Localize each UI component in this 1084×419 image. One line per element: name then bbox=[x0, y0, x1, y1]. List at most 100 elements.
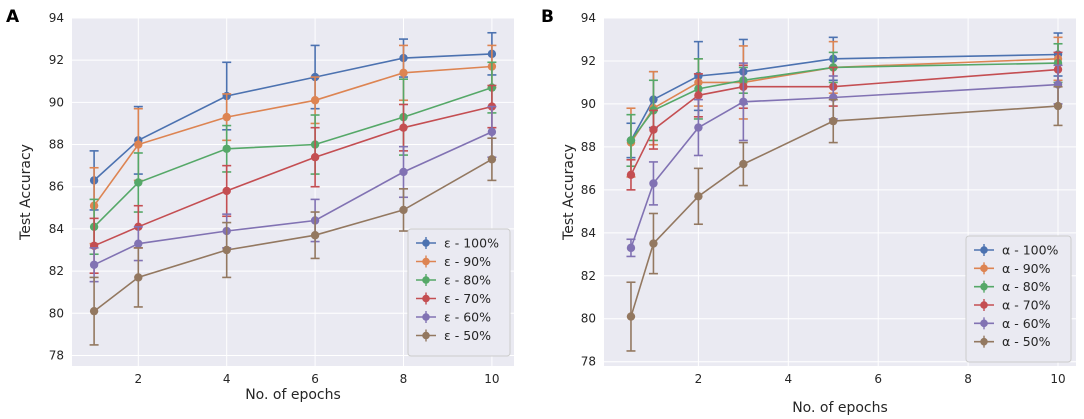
panel-a-data-point bbox=[310, 231, 320, 240]
panel-b-y-tick-label: 86 bbox=[581, 183, 596, 197]
panel-b-y-tick-label: 88 bbox=[581, 140, 596, 154]
panel-b-legend-marker bbox=[980, 301, 988, 309]
panel-b-x-tick-label: 8 bbox=[964, 372, 972, 386]
panel-a-legend-label: ε - 100% bbox=[444, 236, 499, 251]
panel-a-legend-label: ε - 90% bbox=[444, 254, 491, 269]
panel-b-y-ticks: 78 80 82 84 86 88 90 92 94 bbox=[581, 11, 596, 369]
panel-a-legend-label: ε - 80% bbox=[444, 273, 491, 288]
panel-a-x-tick-label: 2 bbox=[134, 372, 142, 386]
panel-a-data-point bbox=[134, 140, 143, 149]
panel-b-legend-box bbox=[965, 235, 1072, 363]
panel-b-data-point bbox=[649, 239, 658, 248]
panel-a-x-tick-label: 6 bbox=[311, 372, 319, 386]
panel-b-y-axis-label: Test Accuracy bbox=[561, 144, 577, 241]
panel-b-legend-marker bbox=[980, 337, 988, 346]
panel-a-data-point bbox=[310, 96, 320, 105]
panel-b-y-tick-label: 82 bbox=[581, 269, 596, 283]
panel-a-legend-marker bbox=[422, 313, 430, 321]
panel-b-legend: α - 100% α - 90% α - 80% α - 70% α - 60% α - … bbox=[965, 235, 1072, 363]
panel-b-x-tick-label: 10 bbox=[1050, 372, 1065, 386]
panel-a-legend-marker bbox=[422, 294, 430, 303]
panel-b-legend-label: α - 70% bbox=[1002, 298, 1051, 313]
panel-b-data-point bbox=[626, 136, 636, 145]
panel-a-x-tick-label: 10 bbox=[484, 372, 499, 386]
panel-b-y-tick-label: 92 bbox=[581, 54, 596, 68]
panel-a-y-tick-label: 80 bbox=[49, 306, 64, 320]
panel-a-data-point bbox=[134, 273, 143, 282]
panel-a-series-line bbox=[93, 53, 492, 181]
panel-a-x-axis-label: No. of epochs bbox=[245, 387, 341, 403]
panel-b-data-point bbox=[694, 123, 703, 132]
panel-b-data-point bbox=[739, 159, 748, 169]
panel-b-legend-marker bbox=[980, 246, 988, 254]
panel-b-legend-marker bbox=[980, 264, 988, 273]
panel-b-legend-label: α - 50% bbox=[1002, 334, 1051, 349]
panel-b-y-tick-label: 78 bbox=[581, 355, 596, 369]
panel-b-legend-marker bbox=[980, 282, 988, 291]
panel-b-series-line bbox=[630, 68, 1059, 176]
panel-a-legend-label: ε - 60% bbox=[444, 310, 491, 325]
panel-a-y-ticks: 78 80 82 84 86 88 90 92 94 bbox=[49, 11, 64, 362]
panel-a-x-tick-label: 8 bbox=[400, 372, 408, 386]
panel-a-series-5 bbox=[89, 137, 497, 346]
panel-a-data-point bbox=[399, 123, 408, 132]
panel-b-series-5 bbox=[626, 85, 1063, 352]
panel-b-data-point bbox=[649, 125, 658, 134]
panel-a-legend-label: ε - 50% bbox=[444, 328, 491, 343]
panel-a-series-line bbox=[93, 131, 493, 266]
panel-b: B 78 80 82 84 86 88 90 92 94 2 4 6 8 10 No. of epoch… bbox=[541, 7, 1076, 416]
panel-b-data-point bbox=[626, 243, 636, 253]
panel-a-series bbox=[89, 31, 497, 346]
panel-b-data-point bbox=[739, 97, 748, 106]
panel-a-y-axis-label: Test Accuracy bbox=[18, 144, 34, 241]
panel-b-legend-label: α - 60% bbox=[1002, 316, 1051, 331]
panel-a-legend-marker bbox=[422, 257, 430, 266]
panel-a-data-point bbox=[222, 245, 231, 255]
panel-b-x-tick-label: 4 bbox=[784, 372, 792, 386]
panel-a-series-line bbox=[93, 158, 493, 312]
panel-b-series-line bbox=[630, 83, 1059, 249]
panel-a-data-point bbox=[399, 68, 408, 78]
panel-a-data-point bbox=[399, 205, 408, 215]
panel-b-data-point bbox=[829, 116, 838, 126]
panel-a-series-line bbox=[93, 65, 492, 207]
panel-b-x-ticks: 2 4 6 8 10 bbox=[695, 372, 1066, 386]
panel-b-legend-marker bbox=[980, 319, 988, 328]
panel-b-data-point bbox=[694, 192, 703, 201]
panel-a-legend: ε - 100% ε - 90% ε - 80% ε - 70% ε - 60% ε - … bbox=[407, 228, 511, 357]
panel-b-x-tick-label: 6 bbox=[874, 372, 882, 386]
panel-a-data-point bbox=[399, 167, 408, 177]
panel-a-legend-marker bbox=[422, 276, 430, 284]
panel-a-x-tick-label: 4 bbox=[223, 372, 231, 386]
panel-a-y-tick-label: 84 bbox=[49, 222, 64, 236]
panel-a-data-point bbox=[487, 127, 497, 137]
panel-a-y-tick-label: 78 bbox=[49, 348, 64, 362]
panel-a-y-tick-label: 82 bbox=[49, 264, 64, 278]
panel-a-data-point bbox=[222, 144, 231, 153]
panel-a-data-point bbox=[222, 112, 231, 122]
panel-a-y-tick-label: 92 bbox=[49, 53, 64, 67]
panel-a-label: A bbox=[6, 7, 20, 27]
panel-b-y-tick-label: 94 bbox=[581, 11, 596, 25]
panel-a-series-line bbox=[93, 105, 493, 247]
panel-a-data-point bbox=[134, 178, 143, 187]
panel-b-y-tick-label: 84 bbox=[581, 226, 596, 240]
panel-b-data-point bbox=[649, 179, 658, 188]
panel-b-legend-label: α - 90% bbox=[1002, 261, 1051, 276]
panel-a: A 78 80 82 84 86 88 90 92 94 2 4 6 8 10 No. of epoch… bbox=[6, 7, 514, 403]
panel-b-data-point bbox=[1053, 101, 1063, 111]
panel-b-series bbox=[626, 32, 1063, 352]
panel-a-legend-marker bbox=[422, 331, 430, 340]
panel-b-y-tick-label: 90 bbox=[581, 97, 596, 111]
panel-a-y-tick-label: 90 bbox=[49, 95, 64, 109]
panel-b-data-point bbox=[626, 312, 636, 321]
panel-a-y-tick-label: 86 bbox=[49, 180, 64, 194]
panel-a-y-tick-label: 88 bbox=[49, 138, 64, 152]
panel-b-x-tick-label: 2 bbox=[695, 372, 703, 386]
panel-a-x-ticks: 2 4 6 8 10 bbox=[134, 372, 499, 386]
panel-a-data-point bbox=[89, 306, 99, 316]
panel-b-series-line bbox=[630, 105, 1059, 317]
panel-a-series-line bbox=[93, 86, 493, 228]
panel-a-legend-marker bbox=[422, 239, 430, 247]
